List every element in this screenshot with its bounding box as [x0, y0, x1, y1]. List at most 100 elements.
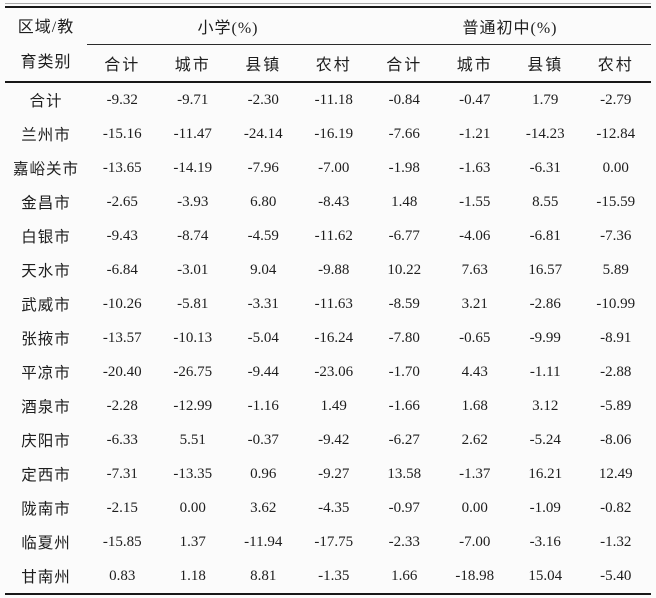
value-cell: -13.57: [102, 329, 142, 346]
table-row: 平凉市 -20.40 -26.75 -9.44 -23.06 -1.70 4.43 -1.11…: [5, 355, 651, 389]
value-cell: 1.48: [391, 193, 418, 210]
value-cell: -1.35: [318, 567, 350, 584]
value-cell: -9.71: [177, 91, 209, 108]
value-cell: 1.79: [532, 91, 559, 108]
value-cell: -3.01: [177, 261, 209, 278]
value-cell: -1.11: [529, 363, 561, 380]
value-cell: -0.65: [459, 329, 491, 346]
value-cell: -24.14: [243, 125, 283, 142]
value-cell: -5.40: [600, 567, 632, 584]
sub-header-junior-town: 县镇: [510, 44, 581, 83]
corner-header-line1: 区域/教: [17, 18, 75, 36]
top-rule-light: [5, 3, 651, 4]
value-cell: -2.15: [106, 499, 138, 516]
sub-header-primary-total: 合计: [87, 44, 158, 83]
sub-header-primary-town: 县镇: [228, 44, 299, 83]
value-cell: 0.00: [461, 499, 488, 516]
value-cell: -8.74: [177, 227, 209, 244]
value-cell: -5.89: [600, 397, 632, 414]
value-cell: -9.27: [318, 465, 350, 482]
value-cell: -5.81: [177, 295, 209, 312]
value-cell: -0.37: [247, 431, 279, 448]
table-row: 合计 -9.32 -9.71 -2.30 -11.18 -0.84 -0.47 1.79 -2.…: [5, 82, 651, 117]
table-header: 区域/教 育类别 小学(%) 普通初中(%) 合计 城市 县镇 农村 合计 城市…: [5, 7, 651, 83]
value-cell: -7.00: [318, 159, 350, 176]
value-cell: 1.66: [391, 567, 418, 584]
table-row: 酒泉市 -2.28 -12.99 -1.16 1.49 -1.66 1.68 3.12 -5.8…: [5, 389, 651, 423]
table-body: 合计 -9.32 -9.71 -2.30 -11.18 -0.84 -0.47 1.79 -2.…: [5, 82, 651, 594]
value-cell: -7.00: [459, 533, 491, 550]
value-cell: -23.06: [314, 363, 354, 380]
value-cell: -15.59: [596, 193, 636, 210]
table-row: 甘南州 0.83 1.18 8.81 -1.35 1.66 -18.98 15.04 -5.40: [5, 559, 651, 594]
value-cell: 3.12: [532, 397, 559, 414]
value-cell: 13.58: [387, 465, 422, 482]
region-cell: 临夏州: [21, 535, 71, 552]
value-cell: -9.44: [247, 363, 279, 380]
value-cell: -16.24: [314, 329, 354, 346]
region-cell: 武威市: [21, 297, 71, 314]
corner-header-line2: 育类别: [20, 53, 72, 71]
value-cell: -0.47: [459, 91, 491, 108]
group-header-junior-high: 普通初中(%): [369, 7, 651, 45]
table-row: 张掖市 -13.57 -10.13 -5.04 -16.24 -7.80 -0.65 -9.9…: [5, 321, 651, 355]
value-cell: -10.26: [102, 295, 142, 312]
value-cell: -3.93: [177, 193, 209, 210]
table-row: 庆阳市 -6.33 5.51 -0.37 -9.42 -6.27 2.62 -5.24 -8.0…: [5, 423, 651, 457]
value-cell: -9.88: [318, 261, 350, 278]
value-cell: -11.47: [173, 125, 212, 142]
value-cell: -5.04: [247, 329, 279, 346]
sub-header-junior-rural: 农村: [580, 44, 651, 83]
value-cell: 6.80: [250, 193, 277, 210]
region-cell: 平凉市: [21, 365, 71, 382]
sub-header-primary-rural: 农村: [298, 44, 369, 83]
value-cell: 8.55: [532, 193, 559, 210]
value-cell: -8.43: [318, 193, 350, 210]
table-row: 定西市 -7.31 -13.35 0.96 -9.27 13.58 -1.37 16.21 12…: [5, 457, 651, 491]
value-cell: 0.00: [179, 499, 206, 516]
region-cell: 天水市: [21, 263, 71, 280]
value-cell: -2.30: [247, 91, 279, 108]
value-cell: -6.81: [529, 227, 561, 244]
region-cell: 甘南州: [21, 569, 71, 586]
value-cell: -3.16: [529, 533, 561, 550]
value-cell: 15.04: [528, 567, 563, 584]
value-cell: -13.65: [102, 159, 142, 176]
value-cell: -4.59: [247, 227, 279, 244]
value-cell: 4.43: [461, 363, 488, 380]
value-cell: -2.28: [106, 397, 138, 414]
value-cell: 5.89: [602, 261, 629, 278]
value-cell: 3.21: [461, 295, 488, 312]
value-cell: 0.96: [250, 465, 277, 482]
table-row: 武威市 -10.26 -5.81 -3.31 -11.63 -8.59 3.21 -2.86 -…: [5, 287, 651, 321]
region-cell: 兰州市: [21, 127, 71, 144]
value-cell: -6.27: [388, 431, 420, 448]
value-cell: -8.91: [600, 329, 632, 346]
corner-header-cell: 区域/教 育类别: [5, 7, 87, 83]
value-cell: -10.13: [173, 329, 213, 346]
value-cell: -9.43: [106, 227, 138, 244]
value-cell: -1.55: [459, 193, 491, 210]
value-cell: -16.19: [314, 125, 354, 142]
value-cell: -6.84: [106, 261, 138, 278]
value-cell: -9.99: [529, 329, 561, 346]
value-cell: 1.18: [179, 567, 206, 584]
value-cell: -6.77: [388, 227, 420, 244]
value-cell: -5.24: [529, 431, 561, 448]
table-row: 天水市 -6.84 -3.01 9.04 -9.88 10.22 7.63 16.57 5.89: [5, 253, 651, 287]
table-row: 临夏州 -15.85 1.37 -11.94 -17.75 -2.33 -7.00 -3.16…: [5, 525, 651, 559]
value-cell: 9.04: [250, 261, 277, 278]
region-cell: 嘉峪关市: [12, 161, 79, 178]
region-cell: 合计: [29, 93, 63, 110]
value-cell: -2.33: [388, 533, 420, 550]
value-cell: -10.99: [596, 295, 636, 312]
value-cell: -12.99: [173, 397, 213, 414]
value-cell: 2.62: [461, 431, 488, 448]
value-cell: 5.51: [179, 431, 206, 448]
value-cell: -7.66: [388, 125, 420, 142]
value-cell: -1.16: [247, 397, 279, 414]
value-cell: -15.16: [102, 125, 142, 142]
value-cell: -8.06: [600, 431, 632, 448]
table-row: 金昌市 -2.65 -3.93 6.80 -8.43 1.48 -1.55 8.55 -15.5…: [5, 185, 651, 219]
